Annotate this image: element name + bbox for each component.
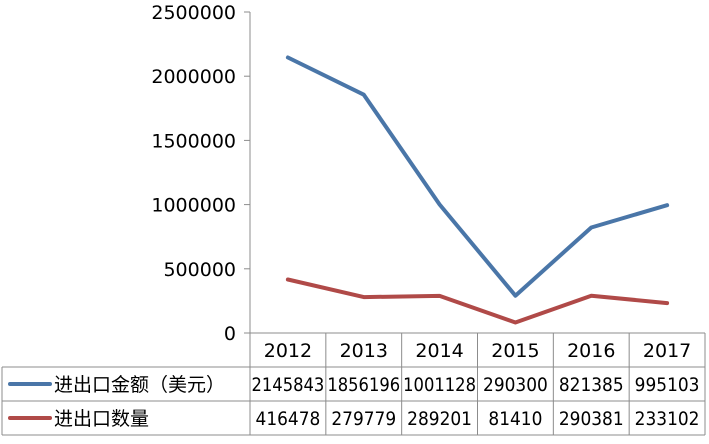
data-table-value: 416478 xyxy=(256,408,321,430)
y-axis-tick-label: 2500000 xyxy=(151,2,236,24)
axes xyxy=(244,11,251,334)
x-axis-category-label: 2015 xyxy=(491,340,539,362)
series-line xyxy=(285,55,670,298)
x-axis-category-label: 2012 xyxy=(264,340,312,362)
data-table-value: 289201 xyxy=(407,408,472,430)
y-axis-tick-label: 1000000 xyxy=(151,195,236,217)
x-axis-category-label: 2016 xyxy=(567,340,615,362)
legend-series-name: 进出口金额（美元） xyxy=(54,374,225,396)
x-axis-category-label: 2017 xyxy=(643,340,691,362)
y-axis-tick-label: 1500000 xyxy=(151,130,236,152)
series-point xyxy=(438,202,442,206)
data-table-value: 233102 xyxy=(635,408,700,430)
series-point xyxy=(665,301,669,305)
series-point xyxy=(589,226,593,230)
series-point xyxy=(665,203,669,207)
series-line xyxy=(285,277,670,325)
data-table-value: 81410 xyxy=(488,408,542,430)
series-point xyxy=(362,93,366,97)
data-table-value: 290381 xyxy=(559,408,624,430)
y-axis-tick-label: 500000 xyxy=(163,259,236,281)
y-axis-tick-labels: 0 500000 1000000 1500000 2000000 2500000 xyxy=(151,2,236,345)
series-point xyxy=(513,294,517,298)
series-lines xyxy=(285,55,670,325)
y-axis-tick-label: 0 xyxy=(224,323,236,345)
series-point xyxy=(438,294,442,298)
data-table-value: 1001128 xyxy=(403,374,476,396)
series-point xyxy=(362,295,366,299)
data-table-value: 995103 xyxy=(635,374,700,396)
data-table-value: 290300 xyxy=(483,374,548,396)
data-table: 2012 2013 2014 2015 2016 2017 进出口金额（美元） 2145843… xyxy=(1,332,706,436)
data-table-value: 2145843 xyxy=(252,374,325,396)
x-axis-category-label: 2013 xyxy=(340,340,388,362)
series-point xyxy=(513,321,517,325)
data-table-value: 1856196 xyxy=(327,374,400,396)
data-table-value: 279779 xyxy=(331,408,396,430)
series-point xyxy=(286,278,290,282)
x-axis-category-label: 2014 xyxy=(415,340,463,362)
y-axis-tick-label: 2000000 xyxy=(151,66,236,88)
series-point xyxy=(286,55,290,59)
legend-series-name: 进出口数量 xyxy=(54,408,149,430)
data-table-value: 821385 xyxy=(559,374,624,396)
series-point xyxy=(589,294,593,298)
